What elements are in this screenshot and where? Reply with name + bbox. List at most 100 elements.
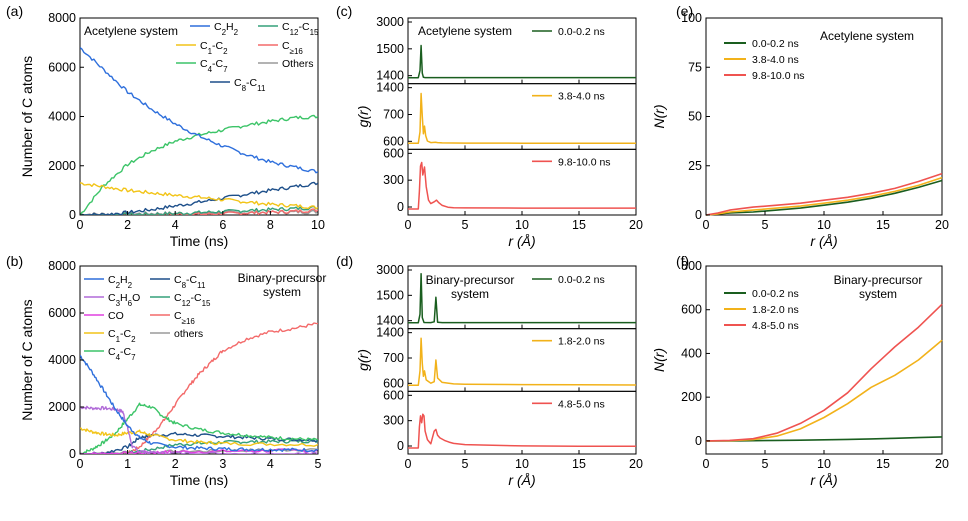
- legend-label: C12-C15: [174, 292, 211, 308]
- y-tick-label: 3000: [376, 263, 404, 277]
- subplot: 0 300 600 4.8-5.0 ns: [383, 388, 637, 455]
- legend-label: 0.0-0.2 ns: [558, 274, 605, 286]
- plot-frame: [705, 265, 943, 455]
- y-tick-label: 1400: [376, 314, 404, 328]
- y-tick-label: 400: [681, 346, 702, 360]
- x-tick-label: 0: [405, 218, 412, 232]
- y-tick-label: 0: [397, 200, 404, 214]
- legend-label: C12-C15: [282, 21, 319, 37]
- x-tick-label: 5: [315, 457, 322, 471]
- series-line-C12-C15: [80, 205, 318, 215]
- legend: C2H2 C12-C15 C1-C2 C≥16 C4-C7 Others C8-C11: [176, 21, 319, 93]
- series-line-C1-C2: [80, 182, 318, 210]
- y-tick-label: 800: [681, 259, 702, 273]
- x-tick-label: 20: [935, 218, 949, 232]
- y-axis-label: N(r): [651, 104, 667, 128]
- y-tick-label: 4000: [48, 353, 76, 367]
- y-tick-label: 1500: [376, 288, 404, 302]
- y-tick-label: 6000: [48, 60, 76, 74]
- annotation: Acetylene system: [820, 29, 914, 43]
- y-axis-label: Number of C atoms: [19, 56, 35, 177]
- annotation: Acetylene system: [418, 24, 512, 38]
- x-tick-label: 10: [311, 218, 325, 232]
- x-axis-label: Time (ns): [170, 472, 229, 488]
- y-tick-label: 4000: [48, 110, 76, 124]
- series-line-0.0-0.2 ns: [705, 179, 943, 216]
- legend-label: C8-C11: [234, 77, 266, 93]
- x-tick-label: 5: [462, 218, 469, 232]
- series-line-1.8-2.0 ns: [705, 339, 943, 442]
- series-group: [80, 47, 318, 215]
- x-tick-label: 10: [515, 457, 529, 471]
- y-tick-label: 200: [681, 390, 702, 404]
- series-line-C8-C11: [80, 181, 318, 215]
- x-tick-label: 15: [876, 218, 890, 232]
- panel-label: (a): [6, 3, 23, 19]
- y-tick-label: 3000: [376, 15, 404, 29]
- panel-label: (b): [6, 253, 23, 269]
- annotation-line-1: Binary-precursor: [426, 273, 515, 287]
- x-tick-label: 0: [703, 218, 710, 232]
- x-tick-label: 10: [817, 457, 831, 471]
- legend-label: C3H6O: [108, 292, 140, 308]
- x-tick-label: 5: [762, 218, 769, 232]
- legend: C2H2 C8-C11 C3H6O C12-C15 CO C≥16 C1-C2 others C…: [84, 274, 211, 362]
- x-tick-label: 20: [935, 457, 949, 471]
- x-tick-label: 20: [629, 457, 643, 471]
- y-tick-label: 1500: [376, 42, 404, 56]
- legend-label: C1-C2: [200, 40, 228, 56]
- x-axis-label: r (Å): [810, 233, 837, 249]
- x-tick-label: 6: [219, 218, 226, 232]
- x-tick-label: 3: [219, 457, 226, 471]
- subplot: 600 700 1400 3.8-4.0 ns: [376, 81, 637, 150]
- subplot: 600 700 1400 1.8-2.0 ns: [376, 326, 637, 392]
- legend-label: others: [174, 328, 203, 340]
- series-group: [408, 44, 636, 79]
- annotation-line-2: system: [859, 287, 897, 301]
- legend-label: Others: [282, 58, 314, 70]
- legend-label: 9.8-10.0 ns: [558, 156, 611, 168]
- legend-label: 1.8-2.0 ns: [558, 336, 605, 348]
- series-line-C4-C7: [80, 114, 318, 215]
- y-tick-label: 1400: [376, 326, 404, 340]
- y-tick-label: 600: [383, 146, 404, 160]
- legend-label: C≥16: [282, 40, 303, 56]
- series-group: [408, 413, 636, 449]
- series-line-C1-C2: [80, 427, 318, 447]
- series-group: [408, 272, 636, 324]
- y-tick-label: 600: [681, 303, 702, 317]
- y-axis-label: g(r): [355, 106, 371, 128]
- legend: 0.0-0.2 ns 3.8-4.0 ns 9.8-10.0 ns: [724, 38, 805, 82]
- y-axis-label: Number of C atoms: [19, 299, 35, 420]
- y-tick-label: 600: [383, 388, 404, 402]
- x-tick-label: 0: [77, 218, 84, 232]
- x-axis-label: r (Å): [508, 472, 535, 488]
- y-tick-label: 600: [383, 376, 404, 390]
- series-line-CO: [80, 448, 318, 454]
- y-tick-label: 300: [383, 173, 404, 187]
- series-line-4.8-5.0 ns: [705, 303, 943, 442]
- panel-label: (d): [336, 253, 353, 269]
- panel-label: (e): [676, 3, 693, 19]
- y-tick-label: 0: [69, 208, 76, 222]
- x-tick-label: 20: [629, 218, 643, 232]
- subplot: 0 300 600 9.8-10.0 ns: [383, 146, 637, 216]
- legend-label: 0.0-0.2 ns: [558, 26, 605, 38]
- panel-label: (c): [336, 3, 352, 19]
- legend-label: 3.8-4.0 ns: [752, 54, 799, 66]
- series-line-9.8-10.0 ns: [408, 161, 636, 210]
- x-tick-label: 10: [817, 218, 831, 232]
- x-axis-label: r (Å): [508, 233, 535, 249]
- y-tick-label: 1400: [376, 81, 404, 95]
- y-tick-label: 700: [383, 351, 404, 365]
- series-line-3.8-4.0 ns: [408, 92, 636, 145]
- series-line-C2H2: [80, 354, 318, 453]
- y-tick-label: 6000: [48, 306, 76, 320]
- series-line-3.8-4.0 ns: [705, 176, 943, 216]
- legend-label: C≥16: [174, 310, 195, 326]
- series-line-C3H6O: [80, 405, 318, 454]
- y-tick-label: 8000: [48, 259, 76, 273]
- x-axis-label: Time (ns): [170, 233, 229, 249]
